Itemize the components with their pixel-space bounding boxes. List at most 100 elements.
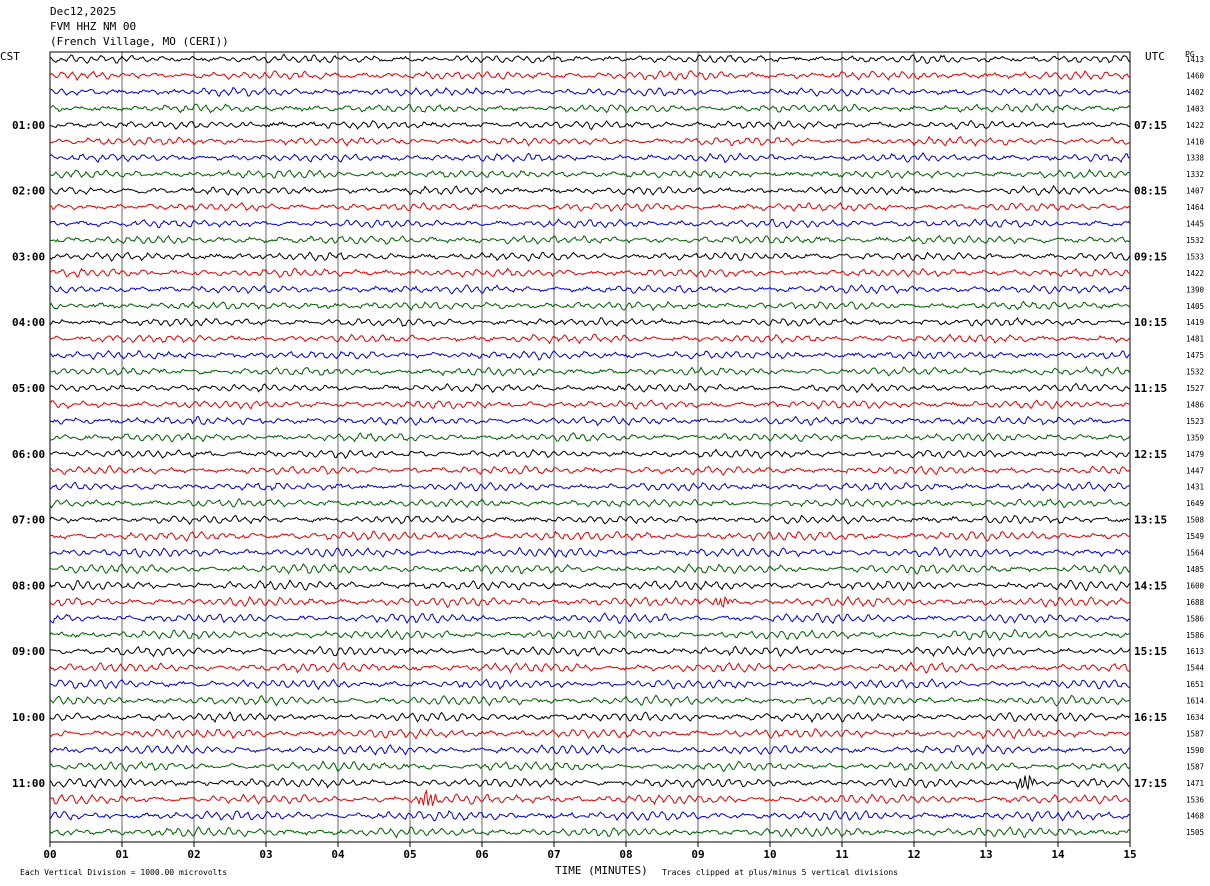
pg-value: 1614 xyxy=(1186,697,1205,706)
header-date: Dec12,2025 xyxy=(50,5,116,18)
seismic-trace xyxy=(49,53,1131,65)
clip-note: Traces clipped at plus/minus 5 vertical … xyxy=(662,868,898,877)
x-tick-label: 07 xyxy=(547,848,560,861)
pg-value: 1634 xyxy=(1186,713,1205,722)
pg-values: 1413 1460 1402 1403 1422 1410 1338 1332 1407 1464… xyxy=(1186,55,1205,837)
left-hour-label: 02:00 xyxy=(12,185,45,198)
x-tick-label: 11 xyxy=(835,848,849,861)
seismic-trace xyxy=(49,563,1131,575)
x-tick-label: 14 xyxy=(1051,848,1065,861)
seismic-trace xyxy=(49,151,1130,164)
pg-value: 1600 xyxy=(1186,581,1205,590)
left-hour-label: 09:00 xyxy=(12,645,45,658)
left-hour-labels: 01:00 02:00 03:00 04:00 05:00 06:00 07:00 08:00… xyxy=(12,119,45,790)
seismic-trace xyxy=(49,809,1131,822)
pg-value: 1586 xyxy=(1186,631,1205,640)
pg-value: 1422 xyxy=(1186,121,1204,130)
seismic-trace xyxy=(49,267,1131,279)
seismic-trace xyxy=(49,612,1131,625)
pg-value: 1587 xyxy=(1186,729,1204,738)
seismic-trace xyxy=(49,202,1131,212)
right-hour-label: 15:15 xyxy=(1134,645,1167,658)
seismic-trace xyxy=(49,694,1131,707)
pg-value: 1422 xyxy=(1186,269,1204,278)
left-hour-label: 03:00 xyxy=(12,250,45,263)
seismic-trace xyxy=(49,70,1131,82)
right-hour-label: 17:15 xyxy=(1134,777,1167,790)
seismic-trace xyxy=(49,218,1131,229)
right-hour-label: 09:15 xyxy=(1134,250,1167,263)
pg-value: 1549 xyxy=(1186,532,1204,541)
seismic-trace xyxy=(49,546,1131,559)
x-tick-label: 12 xyxy=(907,848,920,861)
seismic-trace xyxy=(49,382,1131,394)
pg-header-label: PG xyxy=(1185,50,1195,59)
seismic-trace xyxy=(49,366,1131,377)
seismic-trace xyxy=(49,350,1131,361)
left-hour-label: 05:00 xyxy=(12,382,45,395)
pg-value: 1508 xyxy=(1186,516,1205,525)
x-tick-label: 09 xyxy=(691,848,704,861)
left-timezone-label: CST xyxy=(0,50,20,63)
seismic-trace xyxy=(49,431,1131,443)
pg-value: 1332 xyxy=(1186,170,1204,179)
pg-value: 1359 xyxy=(1186,433,1204,442)
minute-grid xyxy=(49,51,1131,843)
seismic-trace xyxy=(49,789,1131,806)
left-hour-label: 08:00 xyxy=(12,579,45,592)
scale-note: Each Vertical Division = 1000.00 microvo… xyxy=(20,868,227,877)
left-hour-label: 10:00 xyxy=(12,711,45,724)
seismic-trace xyxy=(49,514,1131,525)
pg-value: 1468 xyxy=(1186,812,1205,821)
seismic-trace xyxy=(49,119,1131,131)
pg-value: 1471 xyxy=(1186,779,1204,788)
right-hour-label: 14:15 xyxy=(1134,579,1167,592)
x-tick-label: 08 xyxy=(619,848,632,861)
x-tick-label: 03 xyxy=(259,848,272,861)
seismic-trace xyxy=(49,415,1131,427)
seismic-trace xyxy=(49,760,1131,773)
pg-value: 1431 xyxy=(1186,483,1204,492)
pg-value: 1505 xyxy=(1186,828,1204,837)
right-hour-label: 07:15 xyxy=(1134,119,1167,132)
seismic-trace xyxy=(49,595,1131,609)
right-hour-label: 12:15 xyxy=(1134,448,1167,461)
pg-value: 1403 xyxy=(1186,104,1204,113)
pg-value: 1419 xyxy=(1186,318,1204,327)
pg-value: 1533 xyxy=(1186,252,1204,261)
seismic-trace xyxy=(49,775,1131,791)
seismic-trace xyxy=(49,628,1131,641)
right-hour-label: 11:15 xyxy=(1134,382,1167,395)
pg-value: 1475 xyxy=(1186,351,1204,360)
pg-value: 1402 xyxy=(1186,88,1204,97)
pg-value: 1486 xyxy=(1186,400,1205,409)
x-tick-label: 10 xyxy=(763,848,776,861)
pg-value: 1390 xyxy=(1186,285,1205,294)
right-hour-label: 08:15 xyxy=(1134,185,1167,198)
seismic-trace xyxy=(49,678,1131,691)
right-timezone-label: UTC xyxy=(1145,50,1165,63)
seismic-trace xyxy=(49,333,1131,345)
x-tick-label: 00 xyxy=(43,848,56,861)
seismic-trace xyxy=(49,185,1131,196)
seismic-trace xyxy=(49,448,1131,460)
pg-value: 1464 xyxy=(1186,203,1205,212)
seismic-trace xyxy=(49,530,1131,542)
left-hour-label: 01:00 xyxy=(12,119,45,132)
x-axis-label: TIME (MINUTES) xyxy=(555,864,648,877)
left-hour-label: 04:00 xyxy=(12,316,45,329)
seismic-trace xyxy=(49,711,1131,724)
pg-value: 1544 xyxy=(1186,664,1205,673)
pg-value: 1688 xyxy=(1186,598,1205,607)
seismic-trace xyxy=(49,661,1131,674)
seismic-trace xyxy=(49,464,1131,476)
seismic-trace xyxy=(49,481,1131,493)
seismic-trace xyxy=(49,744,1131,756)
x-tick-label: 06 xyxy=(475,848,489,861)
pg-value: 1586 xyxy=(1186,614,1205,623)
header-location: (French Village, MO (CERI)) xyxy=(50,35,229,48)
pg-value: 1405 xyxy=(1186,302,1204,311)
x-tick-label: 15 xyxy=(1123,848,1136,861)
x-tick-label: 04 xyxy=(331,848,345,861)
